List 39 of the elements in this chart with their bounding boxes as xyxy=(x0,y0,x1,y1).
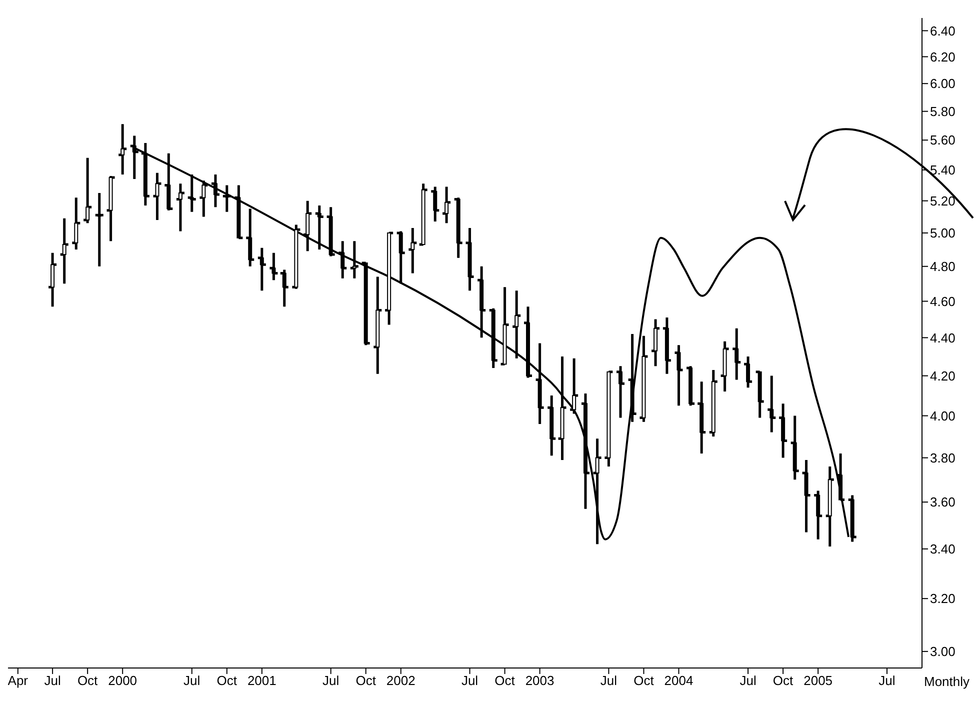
y-tick-label: 6.20 xyxy=(930,49,956,64)
y-tick-label: 3.80 xyxy=(930,450,956,466)
y-tick-label: 5.40 xyxy=(930,162,956,178)
x-tick-label: Jul xyxy=(322,673,340,688)
y-tick-label: 4.20 xyxy=(930,368,956,384)
x-tick-label: Jul xyxy=(740,673,756,688)
y-tick-label: 3.60 xyxy=(930,494,956,510)
x-tick-label: 2001 xyxy=(247,673,276,688)
x-tick-label: 2000 xyxy=(108,673,138,688)
x-tick-label: Jul xyxy=(44,673,61,688)
y-tick-label: 3.20 xyxy=(930,591,956,606)
y-tick-label: 5.00 xyxy=(930,226,956,241)
x-tick-label: Oct xyxy=(77,673,98,688)
y-tick-label: 3.00 xyxy=(930,644,956,660)
x-tick-label: Oct xyxy=(356,673,376,688)
x-tick-label: 2004 xyxy=(664,673,694,688)
x-tick-label: 2005 xyxy=(804,673,833,688)
x-tick-label: Apr xyxy=(8,673,29,688)
x-tick-label: Jul xyxy=(600,673,618,688)
y-tick-label: 4.60 xyxy=(930,294,956,309)
x-tick-label: 2002 xyxy=(386,673,416,688)
x-tick-label: Jul xyxy=(878,673,896,688)
x-tick-label: 2003 xyxy=(525,673,554,688)
y-tick-label: 4.80 xyxy=(930,259,956,274)
x-tick-label: Oct xyxy=(634,673,654,688)
y-tick-label: 5.20 xyxy=(930,193,956,208)
y-tick-label: 6.00 xyxy=(930,76,956,92)
x-tick-label: Jul xyxy=(461,673,478,688)
x-tick-label: Oct xyxy=(772,673,794,688)
x-axis-title: Monthly xyxy=(924,674,970,689)
y-tick-label: 3.40 xyxy=(930,542,956,557)
y-tick-label: 5.80 xyxy=(930,104,956,119)
y-tick-label: 6.40 xyxy=(930,23,956,38)
y-tick-label: 4.00 xyxy=(930,408,956,424)
y-tick-label: 5.60 xyxy=(930,132,956,148)
y-tick-label: 4.40 xyxy=(930,330,956,346)
x-tick-label: Oct xyxy=(216,673,238,688)
x-tick-label: Jul xyxy=(184,673,200,688)
x-tick-label: Oct xyxy=(494,673,516,688)
